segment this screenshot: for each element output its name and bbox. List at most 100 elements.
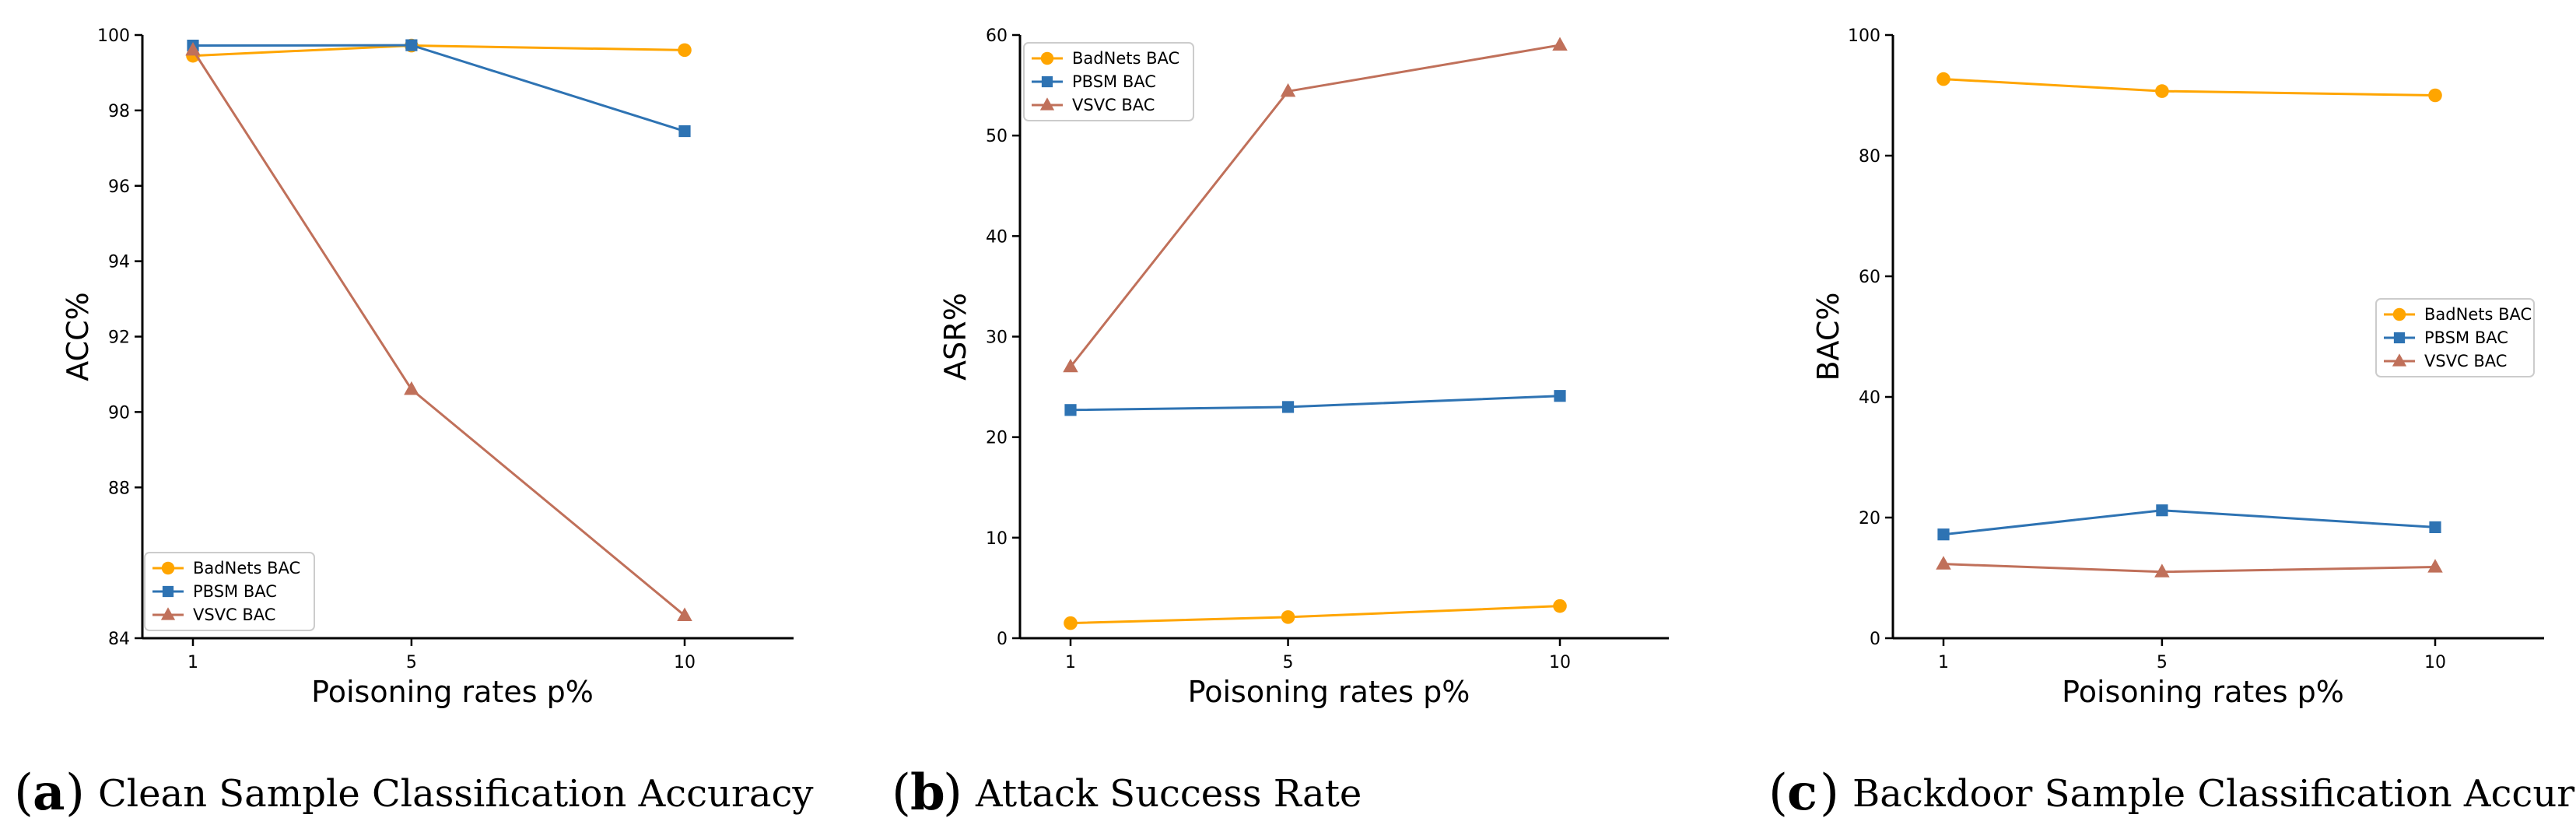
data-point xyxy=(185,41,201,56)
series-line-pbsm-bac xyxy=(192,44,685,132)
x-tick-label: 5 xyxy=(406,653,417,672)
data-point xyxy=(1063,358,1078,373)
y-tick-label: 0 xyxy=(997,630,1008,649)
y-tick-label: 40 xyxy=(986,227,1008,247)
caption-close-paren: ) xyxy=(1820,764,1839,822)
data-point xyxy=(1280,82,1296,97)
legend-frame xyxy=(144,552,315,631)
caption-text: Clean Sample Classification Accuracy xyxy=(98,772,813,816)
chart-a: 84 88 90 92 94 96 98 100 1 5 10 Poisoning rates p% A… xyxy=(14,26,813,822)
data-point xyxy=(1936,72,1950,86)
data-point xyxy=(1064,616,1078,630)
y-tick-label: 80 xyxy=(1859,147,1880,167)
caption: (b) Attack Success Rate xyxy=(892,764,1362,822)
data-point xyxy=(2428,88,2442,103)
x-tick-label: 10 xyxy=(2424,653,2446,672)
data-point xyxy=(677,607,692,621)
y-tick-label: 50 xyxy=(986,127,1008,146)
y-tick-label: 60 xyxy=(986,26,1008,46)
caption: (c) Backdoor Sample Classification Accura… xyxy=(1768,764,2576,822)
y-tick-label: 40 xyxy=(1859,388,1880,408)
x-tick-label: 10 xyxy=(674,653,696,672)
x-tick-label: 5 xyxy=(1283,653,1294,672)
data-point xyxy=(405,39,418,51)
y-tick-label: 20 xyxy=(1859,509,1880,528)
chart-b: 0 10 20 30 40 50 60 1 5 10 Poisoning rates p% ASR% B… xyxy=(892,26,1669,822)
y-tick-label: 100 xyxy=(97,26,130,46)
legend-marker xyxy=(161,561,175,575)
legend-label: VSVC BAC xyxy=(193,606,275,624)
x-axis-label: Poisoning rates p% xyxy=(311,675,594,709)
series-line-pbsm-bac xyxy=(1070,395,1561,412)
data-point xyxy=(1552,37,1568,51)
legend-label: BadNets BAC xyxy=(1072,49,1179,68)
y-tick-label: 30 xyxy=(986,328,1008,348)
legend: BadNets BAC PBSM BAC VSVC BAC xyxy=(1023,42,1194,121)
legend-frame xyxy=(1023,42,1194,121)
x-tick-label: 1 xyxy=(1065,653,1076,672)
y-tick-label: 92 xyxy=(108,328,130,348)
y-tick-label: 88 xyxy=(108,479,130,498)
legend-marker xyxy=(2392,353,2407,367)
series-line-vsvc-bac xyxy=(191,49,685,617)
caption-text: Backdoor Sample Classification Accuracy xyxy=(1852,772,2576,816)
y-tick-label: 98 xyxy=(108,102,130,121)
legend: BadNets BAC PBSM BAC VSVC BAC xyxy=(144,552,315,631)
y-tick-label: 96 xyxy=(108,177,130,197)
legend-marker xyxy=(1039,97,1055,111)
legend-label: PBSM BAC xyxy=(2424,328,2508,347)
data-point xyxy=(2156,504,2168,517)
caption-letter: b xyxy=(910,764,945,822)
x-axis-label: Poisoning rates p% xyxy=(1188,675,1470,709)
y-tick-label: 100 xyxy=(1848,26,1880,46)
y-axis-label: ASR% xyxy=(938,293,973,381)
legend-frame xyxy=(2375,298,2535,377)
legend-marker xyxy=(1040,51,1054,65)
data-point xyxy=(678,43,692,58)
data-point xyxy=(1064,404,1077,416)
data-point xyxy=(1554,390,1566,402)
chart-c: 0 20 40 60 80 100 1 5 10 Poisoning rates p% BAC% Ba… xyxy=(1768,26,2576,822)
caption-close-paren: ) xyxy=(65,764,85,822)
y-tick-label: 0 xyxy=(1870,630,1880,649)
y-tick-label: 84 xyxy=(108,630,130,649)
x-axis-label: Poisoning rates p% xyxy=(2062,675,2344,709)
caption-letter: a xyxy=(33,764,65,822)
series-line-pbsm-bac xyxy=(1943,509,2436,536)
data-point xyxy=(2427,559,2443,573)
legend: BadNets BAC PBSM BAC VSVC BAC xyxy=(2375,298,2535,377)
legend-label: BadNets BAC xyxy=(193,559,300,577)
data-point xyxy=(2154,563,2170,577)
y-tick-label: 10 xyxy=(986,529,1008,549)
legend-marker xyxy=(160,607,176,620)
series-line-badnets-bac xyxy=(1070,605,1561,625)
legend-marker xyxy=(2393,332,2406,344)
legend-label: VSVC BAC xyxy=(2424,352,2507,370)
y-tick-label: 90 xyxy=(108,403,130,423)
series-line-badnets-bac xyxy=(1943,78,2436,97)
y-tick-label: 20 xyxy=(986,429,1008,448)
data-point xyxy=(1936,556,1951,570)
caption-open-paren: ( xyxy=(14,764,33,822)
caption-open-paren: ( xyxy=(892,764,911,822)
legend-marker xyxy=(162,585,174,598)
legend-marker xyxy=(1041,75,1053,88)
y-tick-label: 94 xyxy=(108,253,130,272)
legend-label: PBSM BAC xyxy=(1072,72,1156,91)
series-line-vsvc-bac xyxy=(1943,563,2436,574)
data-point xyxy=(1281,401,1295,413)
caption: (a) Clean Sample Classification Accuracy xyxy=(14,764,813,822)
x-tick-label: 10 xyxy=(1549,653,1571,672)
x-tick-label: 1 xyxy=(188,653,198,672)
data-point xyxy=(2429,521,2441,533)
data-point xyxy=(1553,599,1567,613)
data-point xyxy=(404,381,419,395)
caption-letter: c xyxy=(1787,764,1817,822)
x-tick-label: 1 xyxy=(1938,653,1949,672)
caption-close-paren: ) xyxy=(943,764,962,822)
legend-label: VSVC BAC xyxy=(1072,96,1155,114)
data-point xyxy=(2155,84,2169,98)
y-axis-label: BAC% xyxy=(1811,292,1845,381)
legend-marker xyxy=(2392,307,2406,321)
